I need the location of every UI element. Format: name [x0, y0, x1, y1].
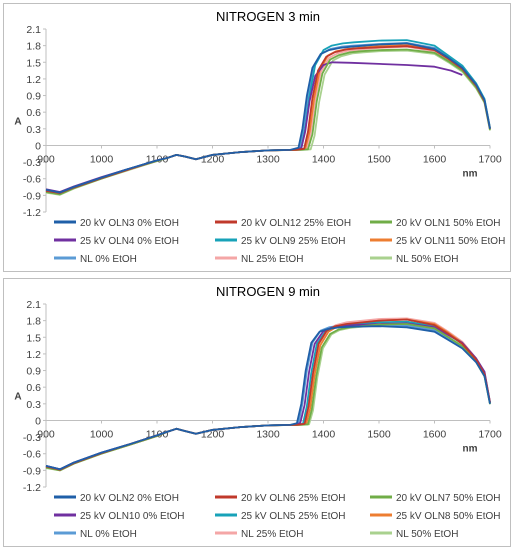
legend-label-6: 25 kV OLN8 50% EtOH [396, 511, 501, 522]
series-line-1 [45, 42, 491, 194]
x-tick-label: 1000 [90, 153, 114, 165]
x-tick-label: 900 [37, 428, 55, 440]
series-line-6 [45, 44, 491, 195]
series-line-8 [45, 45, 491, 195]
y-tick-label: 0.9 [26, 91, 41, 103]
series-line-3 [45, 48, 491, 196]
y-tick-label: 0 [35, 140, 41, 152]
x-axis-label: nm [463, 168, 478, 179]
y-tick-label: -0.6 [23, 449, 41, 461]
chart-svg-9min: NITROGEN 9 min 2.1 1.8 1.5 1.2 0.9 0.6 0.3 0 -0.3… [14, 284, 502, 540]
chart-title: NITROGEN 9 min [216, 284, 320, 299]
y-tick-label: 2.1 [26, 24, 41, 36]
series-line-7 [45, 323, 491, 471]
x-tick-label: 900 [37, 153, 55, 165]
legend-label-8: NL 25% EtOH [241, 254, 303, 265]
series-line-4 [45, 61, 463, 193]
x-tick-label: 1700 [478, 153, 502, 165]
x-tick-label: 1400 [312, 153, 336, 165]
legend-label-1: 20 kV OLN2 0% EtOH [80, 493, 179, 504]
chart-title: NITROGEN 3 min [216, 9, 320, 24]
y-tick-label: 0.3 [26, 399, 41, 411]
y-tick-label: 1.2 [26, 349, 41, 361]
y-tick-label: -0.3 [23, 432, 41, 444]
legend-label-4: 25 kV OLN10 0% EtOH [80, 511, 185, 522]
series-line-5 [45, 39, 491, 194]
y-tick-label: 1.8 [26, 41, 41, 53]
y-tick-label: 1.8 [26, 316, 41, 328]
x-tick-label: 1600 [423, 153, 447, 165]
legend-label-3: 20 kV OLN1 50% EtOH [396, 218, 501, 229]
legend-label-4: 25 kV OLN4 0% EtOH [80, 236, 179, 247]
x-tick-label: 1300 [256, 428, 280, 440]
y-tick-label: 1.2 [26, 74, 41, 86]
series-line-1 [45, 325, 491, 471]
series-line-4 [45, 322, 491, 471]
x-tick-label: 1700 [478, 428, 502, 440]
y-tick-label: 0.6 [26, 107, 41, 119]
series-line-2 [45, 318, 491, 471]
legend-label-9: NL 50% EtOH [396, 254, 458, 265]
legend-label-1: 20 kV OLN3 0% EtOH [80, 218, 179, 229]
y-tick-label: -1.2 [23, 482, 41, 494]
legend-label-3: 20 kV OLN7 50% EtOH [396, 493, 501, 504]
x-tick-label: 1500 [367, 153, 391, 165]
x-tick-label: 1300 [256, 153, 280, 165]
legend-label-5: 25 kV OLN9 25% EtOH [241, 236, 346, 247]
y-tick-label: 0.3 [26, 124, 41, 136]
y-tick-label: -0.9 [23, 190, 41, 202]
x-tick-label: 1600 [423, 428, 447, 440]
y-axis-label: A [14, 392, 21, 403]
series-line-8 [45, 317, 491, 471]
legend-label-6: 25 kV OLN11 50% EtOH [396, 236, 505, 247]
legend-label-2: 20 kV OLN12 25% EtOH [241, 218, 351, 229]
x-tick-label: 1400 [312, 428, 336, 440]
chart-panel-3min: NITROGEN 3 min 2.1 1.8 1.5 1.2 0.9 0.6 0.3 0 -0.3… [3, 3, 511, 272]
y-tick-label: 2.1 [26, 299, 41, 311]
y-tick-label: -0.3 [23, 157, 41, 169]
legend-label-2: 20 kV OLN6 25% EtOH [241, 493, 346, 504]
y-tick-label: 0 [35, 415, 41, 427]
series-line-5 [45, 320, 491, 471]
y-tick-label: 1.5 [26, 57, 41, 69]
y-tick-label: -0.6 [23, 174, 41, 186]
y-tick-label: -0.9 [23, 465, 41, 477]
y-tick-label: 0.9 [26, 366, 41, 378]
y-tick-label: -1.2 [23, 207, 41, 219]
chart-panel-9min: NITROGEN 9 min 2.1 1.8 1.5 1.2 0.9 0.6 0.3 0 -0.3… [3, 278, 511, 547]
series-line-2 [45, 45, 491, 195]
legend-label-8: NL 25% EtOH [241, 529, 303, 540]
y-tick-label: 0.6 [26, 382, 41, 394]
x-tick-label: 1000 [90, 428, 114, 440]
chart-svg-3min: NITROGEN 3 min 2.1 1.8 1.5 1.2 0.9 0.6 0.3 0 -0.3… [14, 9, 505, 265]
legend-label-7: NL 0% EtOH [80, 529, 137, 540]
legend-label-7: NL 0% EtOH [80, 254, 137, 265]
y-tick-label: 1.5 [26, 332, 41, 344]
y-axis-label: A [14, 117, 21, 128]
series-line-6 [45, 318, 491, 471]
x-axis-label: nm [463, 443, 478, 454]
legend-label-9: NL 50% EtOH [396, 529, 458, 540]
x-tick-label: 1500 [367, 428, 391, 440]
legend-label-5: 25 kV OLN5 25% EtOH [241, 511, 346, 522]
